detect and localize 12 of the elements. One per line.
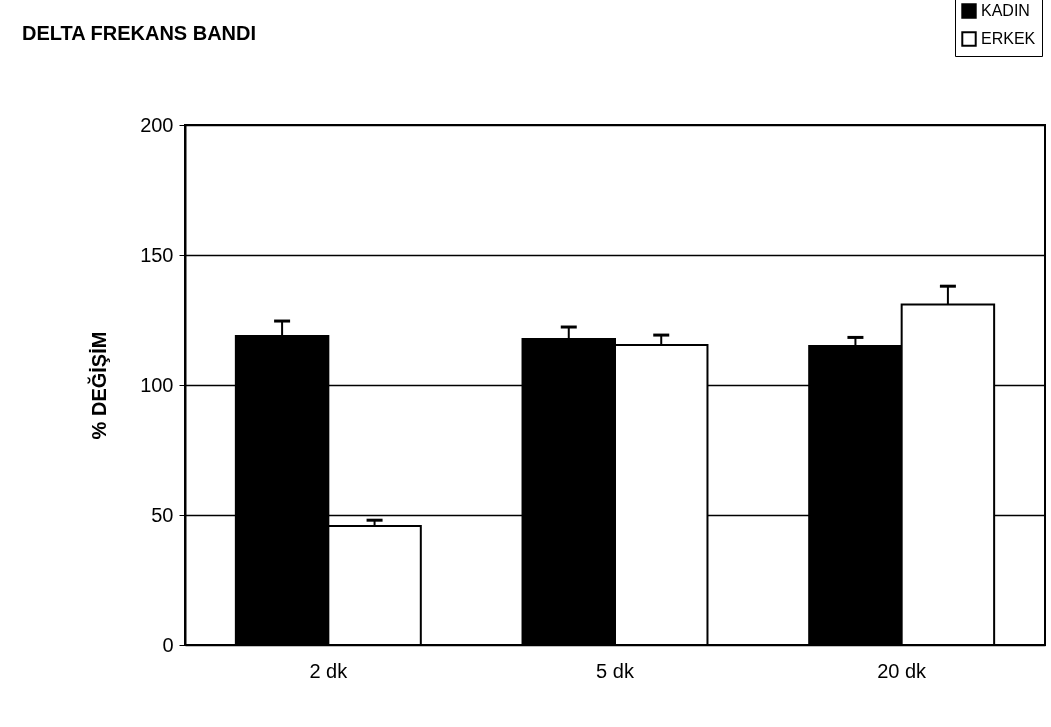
legend-label: KADIN xyxy=(981,2,1030,19)
x-tick-label: 2 dk xyxy=(309,659,349,682)
y-tick-label: 200 xyxy=(140,113,174,136)
x-tick-label: 20 dk xyxy=(877,659,928,682)
y-tick-label: 150 xyxy=(140,243,174,266)
y-tick-label: 0 xyxy=(162,633,174,656)
y-tick-label: 100 xyxy=(140,373,174,396)
y-tick-label: 50 xyxy=(151,503,174,526)
x-tick-label: 5 dk xyxy=(596,659,635,682)
legend-label: ERKEK xyxy=(981,30,1036,47)
chart-title: DELTA FREKANS BANDI xyxy=(22,22,257,45)
y-axis-title: % DEĞİŞİM xyxy=(87,331,111,440)
